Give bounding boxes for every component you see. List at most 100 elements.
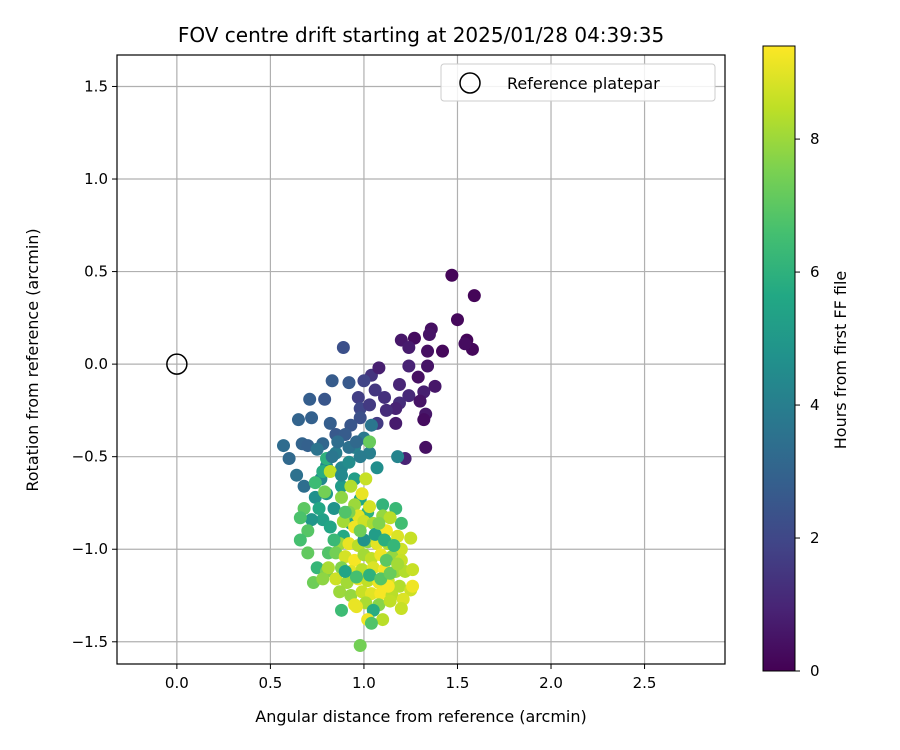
scatter-point	[349, 600, 363, 614]
scatter-point	[357, 374, 371, 388]
scatter-point	[392, 579, 406, 593]
scatter-point	[321, 561, 335, 575]
scatter-point	[436, 344, 450, 358]
scatter-point	[327, 502, 341, 516]
scatter-point	[413, 394, 427, 408]
colorbar-tick-label: 2	[810, 529, 820, 547]
scatter-point	[308, 490, 322, 504]
scatter-point	[340, 576, 354, 590]
scatter-point	[402, 340, 416, 354]
scatter-point	[383, 511, 397, 525]
colorbar-tick-label: 4	[810, 396, 820, 414]
scatter-point	[372, 516, 386, 530]
scatter-point	[338, 564, 352, 578]
scatter-point	[378, 533, 392, 547]
chart-title: FOV centre drift starting at 2025/01/28 …	[178, 23, 664, 47]
scatter-point	[363, 500, 377, 514]
scatter-point	[392, 377, 406, 391]
scatter-point	[301, 524, 315, 538]
x-tick-label: 2.0	[539, 674, 563, 692]
scatter-point	[338, 505, 352, 519]
scatter-point	[404, 531, 418, 545]
scatter-point	[370, 461, 384, 475]
reference-layer	[166, 353, 188, 375]
scatter-point	[353, 450, 367, 464]
scatter-point	[378, 390, 392, 404]
scatter-point	[329, 572, 343, 586]
scatter-points	[276, 268, 481, 652]
scatter-point	[391, 557, 405, 571]
scatter-point	[334, 490, 348, 504]
legend-label-reference: Reference platepar	[507, 74, 660, 93]
scatter-point	[334, 603, 348, 617]
y-tick-label: 0.5	[84, 263, 108, 281]
x-tick-label: 1.0	[352, 674, 376, 692]
scatter-point	[293, 511, 307, 525]
scatter-point	[417, 413, 431, 427]
colorbar: 0 2 4 6 8 Hours from first FF file	[762, 45, 850, 680]
scatter-point	[323, 520, 337, 534]
scatter-point	[342, 455, 356, 469]
scatter-point	[364, 616, 378, 630]
plot-frame	[116, 54, 726, 665]
legend-box	[440, 63, 716, 102]
scatter-point	[305, 411, 319, 425]
scatter-point	[419, 440, 433, 454]
scatter-point	[422, 328, 436, 342]
grid-lines	[117, 55, 725, 664]
scatter-point	[282, 452, 296, 466]
scatter-point	[290, 468, 304, 482]
scatter-point	[406, 563, 420, 577]
scatter-point	[428, 379, 442, 393]
scatter-point	[331, 435, 345, 449]
scatter-point	[363, 568, 377, 582]
scatter-point	[383, 594, 397, 608]
scatter-point	[389, 416, 403, 430]
scatter-point	[376, 613, 390, 627]
scatter-point	[383, 566, 397, 580]
scatter-point	[379, 403, 393, 417]
scatter-point	[402, 359, 416, 373]
scatter-point	[291, 413, 305, 427]
legend: Reference platepar	[440, 63, 716, 102]
x-tick-label: 1.5	[446, 674, 470, 692]
scatter-point	[372, 361, 386, 375]
scatter-point	[303, 392, 317, 406]
y-axis-ticks: −1.5 −1.0 −0.5 0.0 0.5 1.0 1.5	[72, 77, 117, 651]
colorbar-tick-label: 6	[810, 263, 820, 281]
scatter-point	[368, 527, 382, 541]
y-tick-label: −1.5	[72, 633, 108, 651]
scatter-point	[379, 553, 393, 567]
scatter-point	[318, 485, 332, 499]
scatter-point	[334, 468, 348, 482]
scatter-point	[351, 390, 365, 404]
x-tick-label: 0.0	[165, 674, 189, 692]
scatter-point	[305, 513, 319, 527]
scatter-point	[348, 553, 362, 567]
reference-platepar-marker	[166, 353, 188, 375]
scatter-point	[363, 398, 377, 412]
scatter-point	[376, 498, 390, 512]
scatter-point	[394, 601, 408, 615]
x-tick-label: 2.5	[633, 674, 657, 692]
scatter-point	[353, 524, 367, 538]
x-tick-label: 0.5	[258, 674, 282, 692]
scatter-point	[421, 344, 435, 358]
scatter-point	[402, 389, 416, 403]
scatter-point	[359, 472, 373, 486]
scatter-point	[334, 479, 348, 493]
scatter-point	[325, 374, 339, 388]
scatter-point	[445, 268, 459, 282]
colorbar-gradient	[762, 45, 796, 672]
scatter-point	[316, 572, 330, 586]
scatter-point	[387, 539, 401, 553]
scatter-point	[467, 289, 481, 303]
y-axis-label: Rotation from reference (arcmin)	[23, 228, 42, 491]
scatter-point	[293, 533, 307, 547]
scatter-point	[421, 359, 435, 373]
scatter-point	[364, 418, 378, 432]
scatter-point	[394, 516, 408, 530]
scatter-point	[353, 411, 367, 425]
scatter-point	[333, 585, 347, 599]
colorbar-label: Hours from first FF file	[831, 271, 850, 450]
